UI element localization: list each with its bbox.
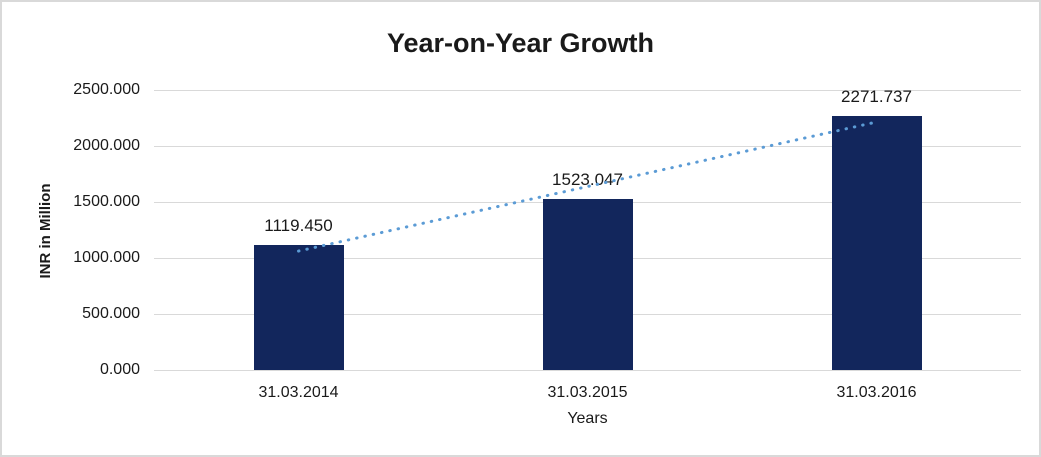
x-tick-label: 31.03.2015 [547, 384, 628, 401]
x-tick-label: 31.03.2016 [836, 384, 917, 401]
bar [542, 199, 633, 370]
chart-title: Year-on-Year Growth [386, 28, 655, 58]
y-tick-label: 1000.000 [73, 249, 140, 266]
bar-value-label: 2271.737 [841, 86, 912, 106]
bar-value-label: 1523.047 [552, 170, 623, 190]
gridline [154, 369, 1021, 371]
bar [253, 244, 344, 370]
y-tick-label: 1500.000 [73, 193, 140, 210]
x-axis-title: Years [567, 410, 608, 427]
y-tick-label: 0.000 [99, 361, 140, 378]
gridline [154, 89, 1021, 91]
bar [831, 115, 922, 370]
y-tick-label: 500.000 [82, 305, 140, 322]
x-tick-label: 31.03.2014 [258, 384, 339, 401]
bar-value-label: 1119.450 [264, 215, 333, 235]
y-tick-label: 2500.000 [73, 81, 140, 98]
y-tick-label: 2000.000 [73, 137, 140, 154]
